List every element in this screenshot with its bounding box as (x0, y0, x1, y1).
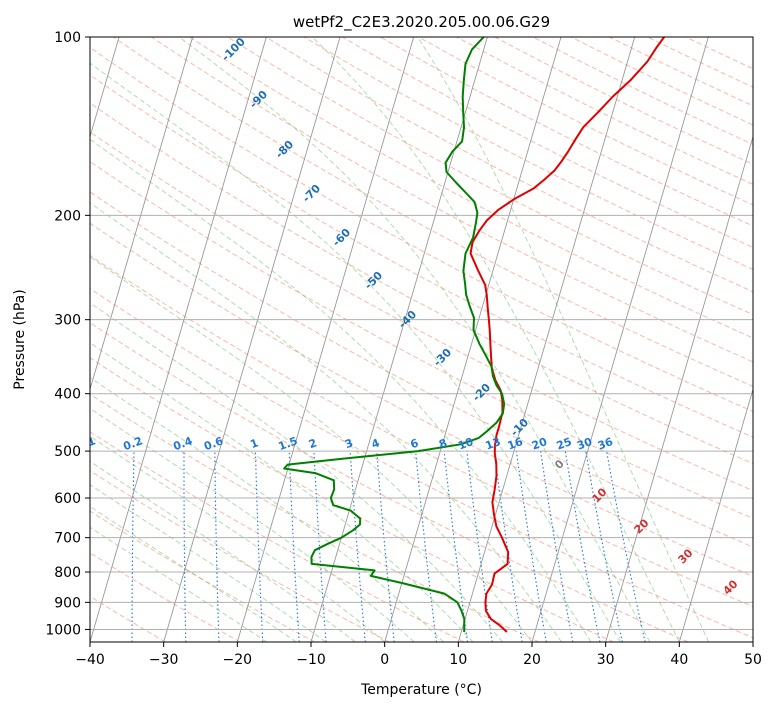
dewpoint-profile-line (283, 37, 506, 632)
y-tick-label: 800 (54, 565, 81, 581)
plot-frame (89, 36, 754, 643)
chart-title: wetPf2_C2E3.2020.205.00.06.G29 (293, 13, 550, 32)
moist-adiabat-line (311, 37, 680, 642)
dry-adiabat-line (90, 357, 614, 642)
y-tick-label: 500 (54, 444, 81, 460)
x-tick-label: 50 (744, 652, 762, 668)
y-tick-label: 200 (54, 208, 81, 224)
mixing-ratio-label: 30 (575, 435, 594, 453)
mixing-ratio-line (605, 450, 646, 642)
x-tick-label: 20 (523, 652, 541, 668)
mixing-ratio-line (564, 451, 601, 642)
dry-adiabat-line (112, 37, 753, 387)
mixing-ratio-line (376, 451, 395, 642)
x-tick-label: −10 (296, 652, 326, 668)
mixing-ratio-label: 3 (343, 436, 355, 451)
moist-adiabat-line (90, 376, 444, 642)
mixing-ratio-line (585, 451, 623, 642)
dry-adiabat-line (90, 552, 241, 642)
mixing-ratio-line (466, 451, 493, 642)
dry-adiabat-line (265, 37, 753, 293)
dry-adiabat-line (90, 595, 166, 642)
x-tick-label: −20 (223, 652, 253, 668)
y-axis-label: Pressure (hPa) (12, 289, 28, 389)
dry-adiabat-line (90, 222, 753, 577)
x-tick-label: −40 (75, 652, 105, 668)
mixing-ratio-label: 1.5 (277, 434, 300, 453)
y-tick-label: 400 (54, 387, 81, 403)
x-axis-label: Temperature (°C) (360, 682, 482, 698)
dry-adiabat-line (90, 46, 753, 413)
isotherm-line (531, 37, 709, 642)
y-tick-label: 900 (54, 595, 81, 611)
mixing-ratio-label: 1 (248, 436, 260, 451)
moist-adiabat-line (90, 460, 356, 642)
isotherm-line (384, 37, 562, 642)
mixing-ratio-label: 0.1 (75, 434, 98, 453)
isotherm-line (678, 387, 753, 642)
mixing-ratio-label: 0.6 (202, 434, 225, 453)
moist-adiabat-line (90, 407, 415, 642)
dry-adiabat-line (90, 470, 390, 642)
mixing-ratio-label: 25 (555, 435, 574, 452)
dry-adiabat-line (90, 191, 753, 548)
moist-adiabat-line (90, 484, 326, 642)
dry-adiabat-line (90, 287, 753, 639)
y-tick-label: 100 (54, 30, 81, 46)
temperature-profile-line (469, 37, 666, 633)
dry-adiabat-line (90, 254, 753, 608)
mixing-ratio-label: 10 (456, 435, 475, 453)
mixing-ratio-label: 20 (530, 435, 549, 453)
moist-adiabat-line (90, 62, 621, 642)
moist-adiabat-line (90, 202, 562, 642)
mixing-ratio-label: 4 (370, 436, 382, 451)
mixing-ratio-label: 0.2 (121, 434, 144, 453)
mixing-ratio-line (349, 451, 366, 642)
y-tick-label: 300 (54, 313, 81, 329)
y-tick-label: 1000 (45, 622, 81, 638)
isotherm-line (90, 37, 267, 642)
isotherm-line (310, 37, 488, 642)
dry-adiabat-line (90, 160, 753, 520)
dry-adiabat-line (90, 431, 465, 642)
x-tick-label: −30 (149, 652, 179, 668)
mixing-ratio-label: 13 (484, 435, 503, 452)
mixing-ratio-label: 0.4 (171, 434, 194, 453)
x-tick-label: 10 (449, 652, 467, 668)
dry-adiabat-line (90, 322, 689, 642)
x-tick-label: 40 (670, 652, 688, 668)
dry-adiabat-line (90, 74, 753, 438)
moist-adiabat-line (90, 435, 386, 642)
mixing-ratio-line (415, 451, 437, 642)
y-tick-label: 700 (54, 531, 81, 547)
mixing-ratio-label: 16 (506, 435, 525, 453)
isotherm-line (457, 37, 636, 642)
isotherm-line (163, 37, 341, 642)
mixing-ratio-label: 2 (307, 436, 319, 451)
moist-adiabat-line (178, 37, 651, 642)
moist-adiabat-line (90, 256, 533, 642)
mixing-ratio-label: 6 (409, 436, 421, 451)
moist-adiabat-line (417, 37, 710, 642)
mixing-ratio-line (493, 451, 523, 642)
moist-adiabat-line (90, 138, 592, 642)
mixing-ratio-label: 36 (596, 435, 615, 453)
x-tick-label: 30 (597, 652, 615, 668)
mixing-ratio-label: 8 (437, 436, 449, 451)
y-tick-label: 600 (54, 491, 81, 507)
dry-adiabat-line (90, 102, 753, 465)
mixing-ratio-line (443, 451, 469, 642)
isotherm-line (90, 37, 194, 391)
x-tick-label: 0 (380, 652, 389, 668)
isotherm-line (236, 37, 415, 642)
